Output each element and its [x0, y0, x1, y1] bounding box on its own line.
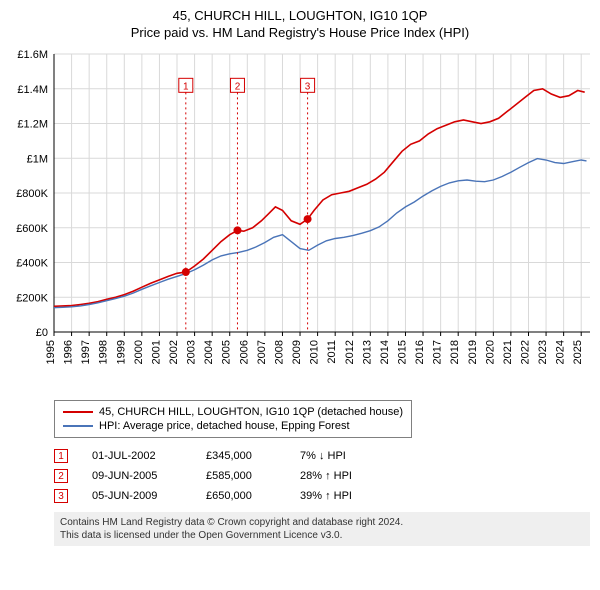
svg-text:1998: 1998 — [98, 340, 110, 364]
svg-text:2018: 2018 — [449, 340, 461, 364]
event-price: £585,000 — [206, 470, 276, 482]
svg-text:2023: 2023 — [537, 340, 549, 364]
legend-row: 45, CHURCH HILL, LOUGHTON, IG10 1QP (det… — [63, 405, 403, 419]
chart-svg: £0 £200K £400K £600K £800K £1M £1.2M £1.4M £1.6M… — [0, 44, 600, 394]
legend-swatch — [63, 411, 93, 413]
event-hpi: 7% ↓ HPI — [300, 450, 390, 462]
legend-swatch — [63, 425, 93, 427]
svg-text:2015: 2015 — [396, 340, 408, 364]
title-sub: Price paid vs. HM Land Registry's House … — [0, 25, 600, 40]
event-price: £650,000 — [206, 490, 276, 502]
svg-text:2009: 2009 — [291, 340, 303, 364]
svg-text:2002: 2002 — [168, 340, 180, 364]
svg-text:£1.6M: £1.6M — [17, 49, 48, 61]
footer-line1: Contains HM Land Registry data © Crown c… — [60, 516, 584, 529]
event-hpi: 28% ↑ HPI — [300, 470, 390, 482]
svg-text:£1.2M: £1.2M — [17, 119, 48, 131]
event-date: 09-JUN-2005 — [92, 470, 182, 482]
event-price: £345,000 — [206, 450, 276, 462]
legend: 45, CHURCH HILL, LOUGHTON, IG10 1QP (det… — [54, 400, 412, 438]
svg-text:£1M: £1M — [27, 153, 48, 165]
svg-text:£1.4M: £1.4M — [17, 84, 48, 96]
svg-text:2005: 2005 — [221, 340, 233, 364]
svg-text:1: 1 — [183, 81, 189, 92]
svg-text:2011: 2011 — [326, 340, 338, 364]
title-main: 45, CHURCH HILL, LOUGHTON, IG10 1QP — [0, 8, 600, 23]
svg-text:2001: 2001 — [150, 340, 162, 364]
svg-text:1996: 1996 — [63, 340, 75, 364]
svg-text:£0: £0 — [36, 327, 48, 339]
event-row: 1 01-JUL-2002 £345,000 7% ↓ HPI — [54, 446, 590, 466]
event-marker-icon: 3 — [54, 489, 68, 503]
legend-label: HPI: Average price, detached house, Eppi… — [99, 420, 350, 432]
chart: £0 £200K £400K £600K £800K £1M £1.2M £1.4M £1.6M… — [0, 44, 600, 394]
svg-text:2024: 2024 — [555, 340, 567, 364]
svg-text:2000: 2000 — [133, 340, 145, 364]
svg-text:2025: 2025 — [572, 340, 584, 364]
svg-text:2021: 2021 — [502, 340, 514, 364]
event-marker-icon: 2 — [54, 469, 68, 483]
events-table: 1 01-JUL-2002 £345,000 7% ↓ HPI 2 09-JUN-2005… — [54, 446, 590, 506]
svg-text:1995: 1995 — [45, 340, 57, 364]
svg-text:£600K: £600K — [16, 223, 48, 235]
svg-text:2020: 2020 — [484, 340, 496, 364]
titles-block: 45, CHURCH HILL, LOUGHTON, IG10 1QP Pric… — [0, 0, 600, 44]
event-row: 3 05-JUN-2009 £650,000 39% ↑ HPI — [54, 486, 590, 506]
svg-text:£800K: £800K — [16, 188, 48, 200]
svg-text:2022: 2022 — [519, 340, 531, 364]
svg-text:2016: 2016 — [414, 340, 426, 364]
page-container: 45, CHURCH HILL, LOUGHTON, IG10 1QP Pric… — [0, 0, 600, 546]
event-hpi: 39% ↑ HPI — [300, 490, 390, 502]
svg-text:£400K: £400K — [16, 258, 48, 270]
svg-text:2006: 2006 — [238, 340, 250, 364]
svg-text:2017: 2017 — [432, 340, 444, 364]
svg-text:2003: 2003 — [186, 340, 198, 364]
svg-text:2014: 2014 — [379, 340, 391, 364]
svg-text:3: 3 — [305, 81, 311, 92]
event-row: 2 09-JUN-2005 £585,000 28% ↑ HPI — [54, 466, 590, 486]
footer-line2: This data is licensed under the Open Gov… — [60, 529, 584, 542]
svg-text:2010: 2010 — [309, 340, 321, 364]
svg-text:2007: 2007 — [256, 340, 268, 364]
event-date: 05-JUN-2009 — [92, 490, 182, 502]
svg-text:2012: 2012 — [344, 340, 356, 364]
footer: Contains HM Land Registry data © Crown c… — [54, 512, 590, 546]
legend-label: 45, CHURCH HILL, LOUGHTON, IG10 1QP (det… — [99, 406, 403, 418]
legend-row: HPI: Average price, detached house, Eppi… — [63, 419, 403, 433]
svg-text:1997: 1997 — [80, 340, 92, 364]
event-marker-icon: 1 — [54, 449, 68, 463]
svg-text:2019: 2019 — [467, 340, 479, 364]
svg-text:1999: 1999 — [115, 340, 127, 364]
svg-text:£200K: £200K — [16, 292, 48, 304]
svg-text:2013: 2013 — [361, 340, 373, 364]
event-date: 01-JUL-2002 — [92, 450, 182, 462]
svg-text:2004: 2004 — [203, 340, 215, 364]
svg-text:2008: 2008 — [273, 340, 285, 364]
svg-text:2: 2 — [235, 81, 241, 92]
